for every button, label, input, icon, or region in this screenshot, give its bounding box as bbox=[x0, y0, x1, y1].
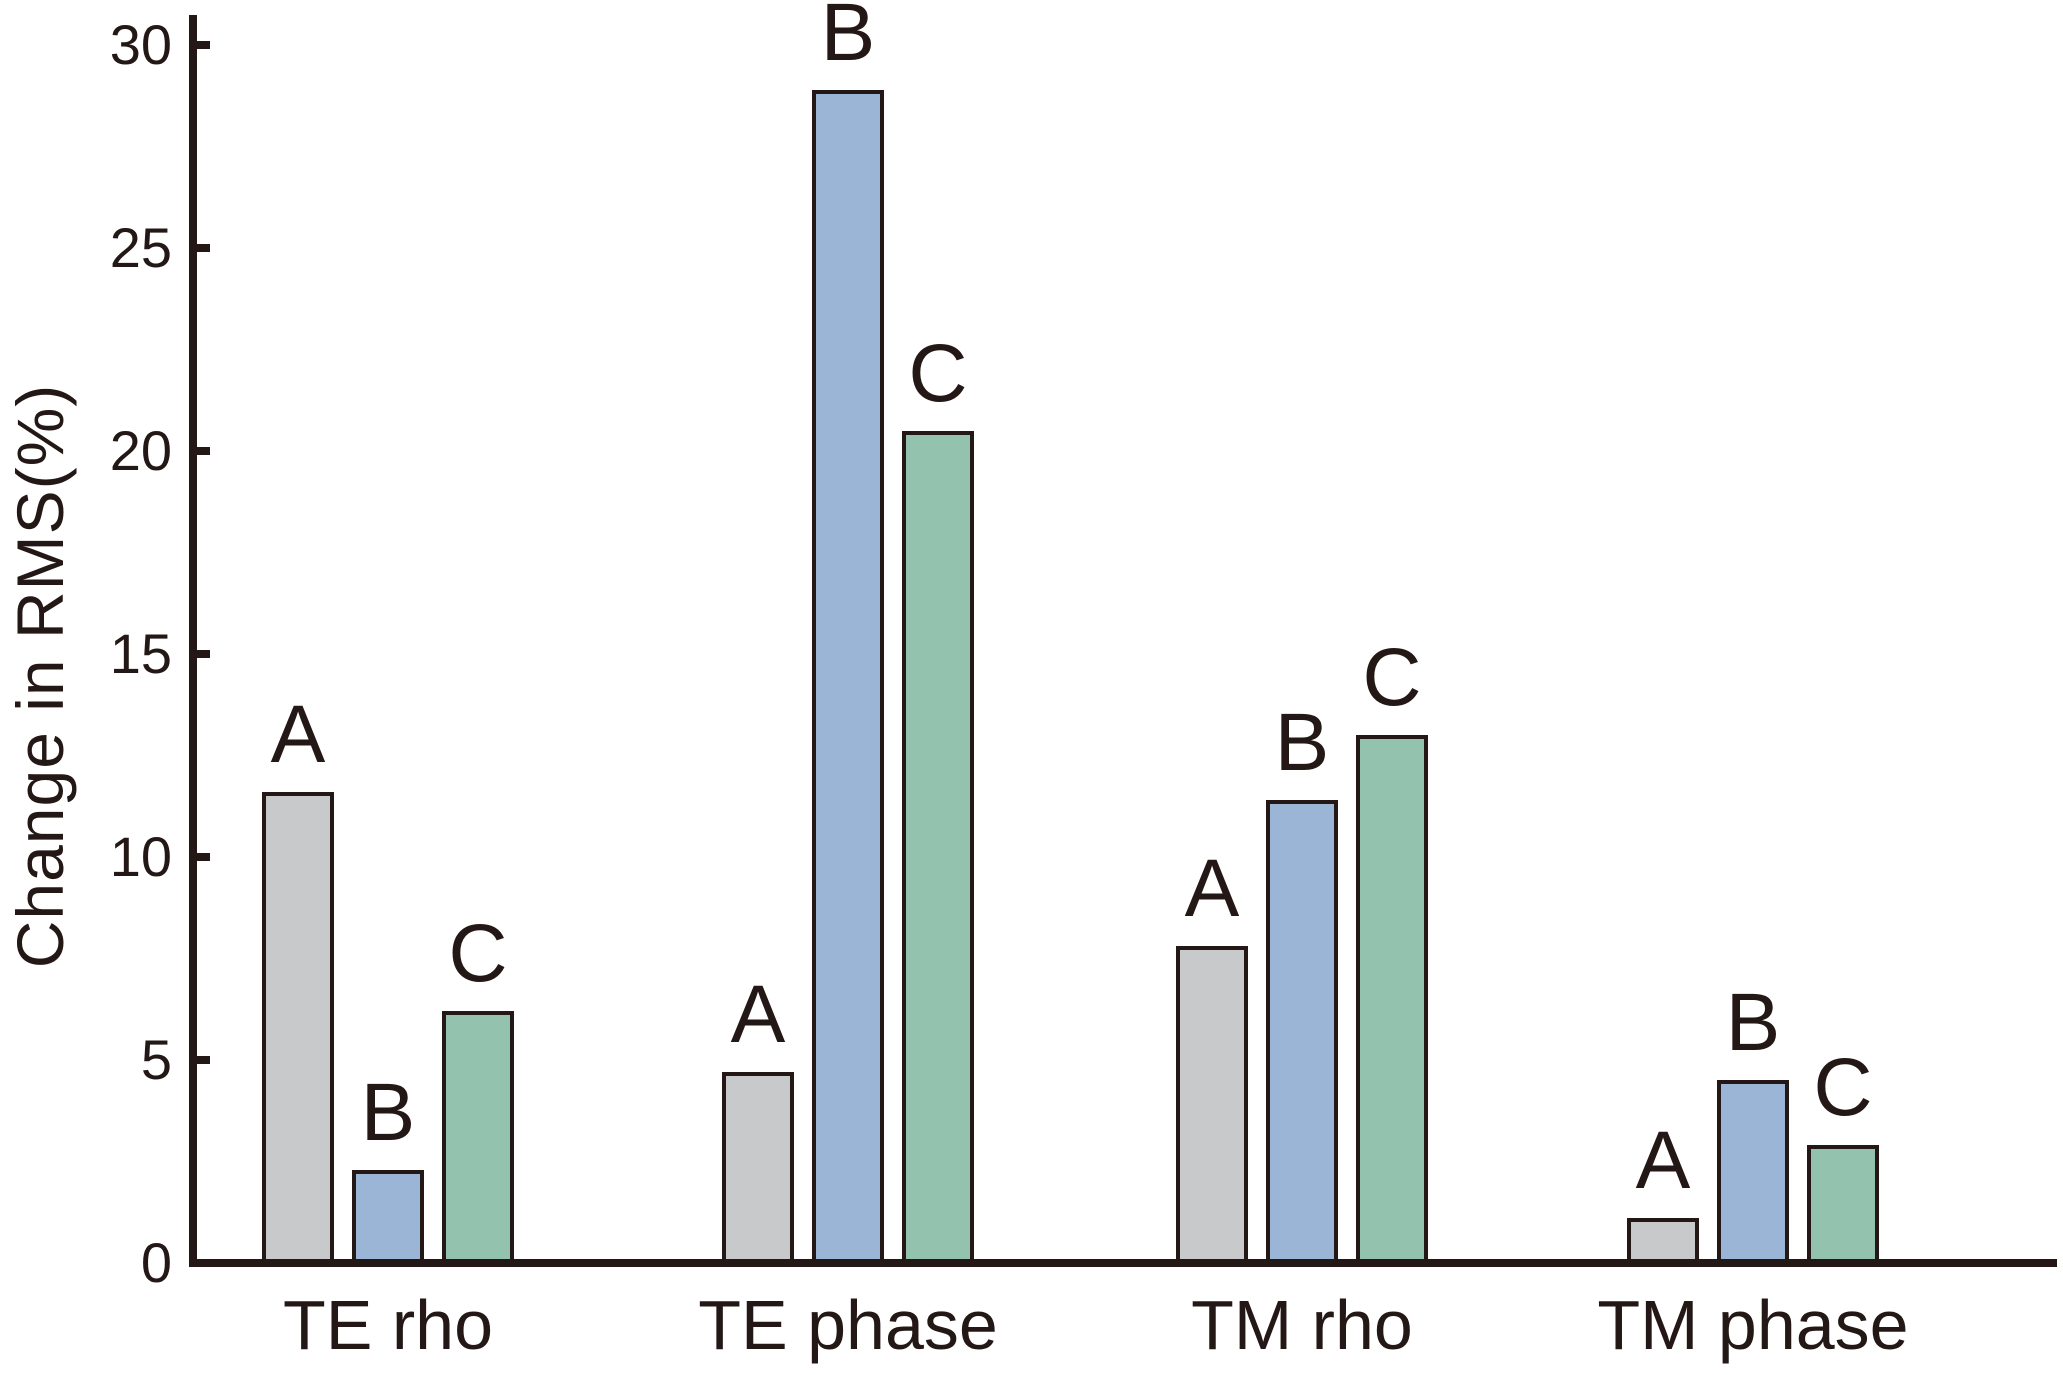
y-tick-label-5: 5 bbox=[140, 1028, 172, 1091]
y-tick-label-25: 25 bbox=[109, 216, 172, 279]
bar-TE-rho-B bbox=[352, 1169, 424, 1263]
y-tick-mark-30 bbox=[197, 41, 210, 49]
y-tick-label-20: 20 bbox=[109, 419, 172, 482]
x-category-label-TE-phase: TE phase bbox=[698, 1286, 998, 1364]
bar-TM-rho-A bbox=[1176, 946, 1248, 1263]
y-tick-mark-15 bbox=[197, 650, 210, 658]
x-axis-line bbox=[189, 1259, 2057, 1267]
y-tick-mark-20 bbox=[197, 447, 210, 455]
y-tick-mark-10 bbox=[197, 853, 210, 861]
bar-TE-phase-C bbox=[902, 430, 974, 1263]
bar-label-TE-phase-A: A bbox=[730, 969, 786, 1061]
y-axis-line bbox=[189, 15, 197, 1267]
y-tick-mark-5 bbox=[197, 1056, 210, 1064]
bar-TM-phase-A bbox=[1627, 1218, 1699, 1263]
bar-label-TM-rho-C: C bbox=[1362, 632, 1422, 724]
bar-label-TE-rho-B: B bbox=[360, 1066, 416, 1158]
y-tick-label-10: 10 bbox=[109, 825, 172, 888]
y-tick-mark-25 bbox=[197, 244, 210, 252]
bar-label-TE-rho-C: C bbox=[448, 908, 508, 1000]
bar-TM-phase-C bbox=[1807, 1145, 1879, 1263]
bar-TE-rho-C bbox=[442, 1011, 514, 1263]
bar-TM-phase-B bbox=[1717, 1080, 1789, 1263]
bar-label-TM-phase-C: C bbox=[1813, 1042, 1873, 1134]
x-category-label-TM-phase: TM phase bbox=[1597, 1286, 1909, 1364]
bar-label-TE-phase-C: C bbox=[908, 327, 968, 419]
bar-label-TM-phase-B: B bbox=[1725, 977, 1781, 1069]
x-category-label-TE-rho: TE rho bbox=[282, 1286, 494, 1364]
y-tick-label-30: 30 bbox=[109, 13, 172, 76]
y-tick-label-15: 15 bbox=[109, 622, 172, 685]
bar-label-TM-phase-A: A bbox=[1635, 1115, 1691, 1207]
bar-label-TE-phase-B: B bbox=[820, 0, 876, 78]
x-category-label-TM-rho: TM rho bbox=[1191, 1286, 1413, 1364]
bar-TM-rho-B bbox=[1266, 800, 1338, 1263]
bar-TE-rho-A bbox=[262, 792, 334, 1263]
y-tick-label-0: 0 bbox=[140, 1231, 172, 1294]
bar-label-TE-rho-A: A bbox=[270, 689, 326, 781]
bar-TE-phase-B bbox=[812, 89, 884, 1263]
bar-TE-phase-A bbox=[722, 1072, 794, 1263]
bar-label-TM-rho-B: B bbox=[1274, 697, 1330, 789]
bar-label-TM-rho-A: A bbox=[1184, 843, 1240, 935]
bar-TM-rho-C bbox=[1356, 735, 1428, 1263]
